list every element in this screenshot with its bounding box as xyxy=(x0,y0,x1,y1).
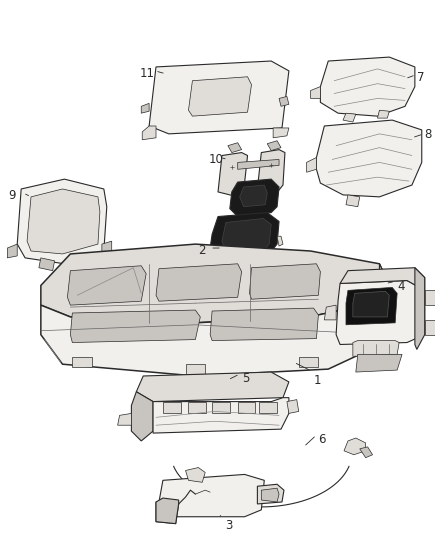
Polygon shape xyxy=(156,502,179,523)
Text: 4: 4 xyxy=(397,279,405,293)
Polygon shape xyxy=(118,414,131,425)
Polygon shape xyxy=(188,77,251,116)
Polygon shape xyxy=(346,195,360,207)
Ellipse shape xyxy=(201,486,219,498)
Polygon shape xyxy=(277,236,283,246)
Polygon shape xyxy=(240,185,267,207)
Polygon shape xyxy=(258,150,285,195)
Polygon shape xyxy=(353,292,389,317)
Polygon shape xyxy=(149,61,289,134)
Polygon shape xyxy=(230,179,279,216)
Text: 1: 1 xyxy=(314,374,321,387)
Polygon shape xyxy=(425,320,434,335)
Polygon shape xyxy=(238,401,255,414)
Polygon shape xyxy=(307,157,316,172)
Polygon shape xyxy=(186,467,205,482)
Polygon shape xyxy=(378,110,389,118)
Polygon shape xyxy=(316,120,422,197)
Polygon shape xyxy=(218,152,247,197)
Polygon shape xyxy=(340,268,425,290)
Text: 9: 9 xyxy=(8,189,16,202)
Polygon shape xyxy=(39,258,55,271)
Polygon shape xyxy=(7,244,17,258)
Polygon shape xyxy=(142,126,156,140)
Polygon shape xyxy=(238,159,279,169)
Polygon shape xyxy=(258,484,284,504)
Text: 6: 6 xyxy=(318,433,326,446)
Polygon shape xyxy=(210,213,279,256)
Text: 5: 5 xyxy=(242,372,249,385)
Polygon shape xyxy=(343,113,356,122)
Polygon shape xyxy=(250,264,320,299)
Polygon shape xyxy=(71,310,200,343)
Polygon shape xyxy=(102,241,112,254)
Polygon shape xyxy=(222,219,271,251)
Ellipse shape xyxy=(227,482,248,498)
Polygon shape xyxy=(344,438,366,455)
Polygon shape xyxy=(320,57,415,116)
Polygon shape xyxy=(267,141,281,151)
Polygon shape xyxy=(17,179,107,264)
Polygon shape xyxy=(212,401,230,414)
Polygon shape xyxy=(156,498,179,523)
Polygon shape xyxy=(415,268,425,350)
Polygon shape xyxy=(346,287,397,325)
Polygon shape xyxy=(259,401,277,414)
Polygon shape xyxy=(186,364,205,374)
Polygon shape xyxy=(68,258,82,271)
Text: 8: 8 xyxy=(425,128,432,141)
Polygon shape xyxy=(188,401,206,414)
Text: 7: 7 xyxy=(417,71,424,84)
Polygon shape xyxy=(41,244,387,323)
Polygon shape xyxy=(131,392,153,441)
Polygon shape xyxy=(273,128,289,138)
Polygon shape xyxy=(287,400,299,414)
Polygon shape xyxy=(336,280,425,344)
Polygon shape xyxy=(136,372,289,401)
Polygon shape xyxy=(72,357,92,367)
Polygon shape xyxy=(324,305,336,320)
Polygon shape xyxy=(27,189,100,254)
Text: 11: 11 xyxy=(139,67,154,80)
Polygon shape xyxy=(299,357,318,367)
Polygon shape xyxy=(210,308,318,341)
Polygon shape xyxy=(153,398,289,433)
Text: 3: 3 xyxy=(225,519,232,532)
Ellipse shape xyxy=(228,164,236,170)
Polygon shape xyxy=(141,103,149,113)
Text: 10: 10 xyxy=(208,152,223,166)
Polygon shape xyxy=(163,401,180,414)
Polygon shape xyxy=(353,341,399,356)
Polygon shape xyxy=(159,474,264,517)
Text: 2: 2 xyxy=(198,244,206,257)
Polygon shape xyxy=(279,96,289,106)
Polygon shape xyxy=(360,447,373,458)
Ellipse shape xyxy=(267,163,275,168)
Polygon shape xyxy=(311,87,320,99)
Polygon shape xyxy=(156,264,242,301)
Ellipse shape xyxy=(199,484,221,500)
Polygon shape xyxy=(67,266,146,305)
Polygon shape xyxy=(356,354,402,372)
Ellipse shape xyxy=(229,484,247,496)
Polygon shape xyxy=(425,290,434,305)
Polygon shape xyxy=(228,143,242,152)
Polygon shape xyxy=(261,488,279,502)
Polygon shape xyxy=(366,264,387,352)
Polygon shape xyxy=(41,305,387,376)
